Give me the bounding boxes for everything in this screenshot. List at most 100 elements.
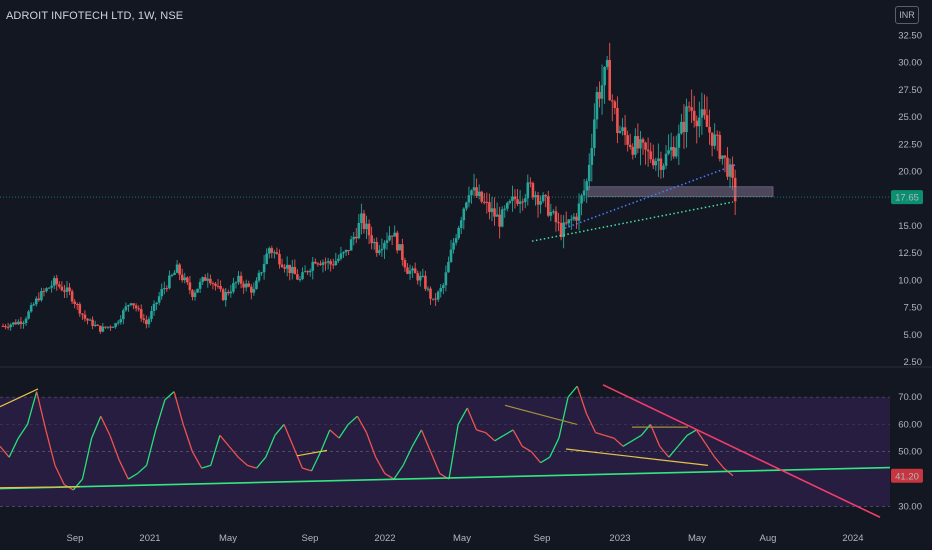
rsi-segment: [558, 396, 569, 439]
candle-body: [278, 253, 281, 265]
candle-body: [219, 285, 222, 290]
candle-body: [562, 222, 565, 238]
candle-body: [636, 136, 640, 149]
rsi-segment: [265, 435, 276, 458]
candle-body: [175, 264, 179, 273]
price-tick-label: 5.00: [904, 330, 923, 341]
candle-body: [298, 279, 302, 281]
candle-body: [390, 235, 394, 237]
time-axis-label: Sep: [67, 533, 84, 544]
candle-body: [232, 283, 235, 292]
rsi-segment: [310, 451, 322, 472]
candle-body: [667, 150, 670, 154]
time-axis-label: May: [219, 533, 237, 544]
rsi-segment: [329, 429, 340, 439]
rsi-segment: [365, 432, 377, 458]
rsi-tick-label: 30.00: [898, 501, 922, 512]
candle-body: [728, 164, 732, 177]
candle-body: [58, 284, 61, 287]
candle-body: [646, 149, 650, 152]
candle-body: [552, 211, 555, 213]
rsi-segment: [137, 464, 148, 475]
candle-body: [265, 253, 268, 264]
candle-body: [311, 261, 315, 271]
candle-body: [444, 272, 448, 286]
candle-body: [129, 303, 133, 306]
candle-body: [242, 283, 245, 288]
rsi-segment: [127, 473, 138, 480]
candle-body: [275, 252, 279, 254]
rsi-segment: [466, 407, 478, 431]
rsi-segment: [100, 415, 111, 436]
candle-body: [549, 211, 553, 216]
rsi-segment: [173, 391, 184, 425]
candle-body: [98, 325, 102, 332]
candle-body: [459, 220, 463, 228]
rsi-segment: [659, 445, 670, 458]
candle-body: [201, 277, 204, 282]
candle-body: [119, 319, 123, 323]
candle-body: [188, 282, 192, 291]
candle-body: [267, 248, 271, 254]
rsi-segment: [155, 399, 166, 431]
rsi-segment: [219, 434, 230, 447]
symbol-title[interactable]: ADROIT INFOTECH LTD, 1W, NSE: [6, 10, 184, 22]
candle-body: [431, 298, 435, 300]
candle-body: [378, 250, 381, 253]
candle-body: [293, 266, 297, 275]
candle-body: [206, 278, 210, 281]
price-tick-label: 7.50: [904, 303, 923, 314]
candle-body: [280, 264, 284, 268]
price-tick-label: 22.50: [898, 139, 922, 150]
price-tick-label: 32.50: [898, 30, 922, 41]
candle-body: [262, 263, 266, 273]
candle-body: [442, 285, 445, 289]
rsi-segment: [411, 429, 423, 447]
candle-body: [616, 108, 619, 133]
candle-body: [283, 267, 286, 269]
rsi-segment: [622, 440, 633, 447]
candle-body: [234, 282, 238, 284]
time-axis-label: 2024: [842, 533, 863, 544]
candle-body: [577, 203, 581, 221]
candle-body: [536, 195, 540, 205]
candle-body: [273, 252, 276, 254]
candle-body: [83, 314, 87, 319]
currency-label[interactable]: INR: [895, 6, 919, 24]
rsi-divergence-line: [0, 388, 39, 408]
candle-body: [22, 322, 25, 325]
time-axis-label: 2023: [609, 533, 630, 544]
candle-body: [485, 201, 489, 203]
candle-body: [237, 275, 240, 283]
candle-body: [226, 292, 230, 294]
price-tick-label: 2.50: [904, 357, 923, 368]
candle-body: [324, 262, 327, 264]
candle-body: [680, 121, 683, 134]
candle-body: [721, 155, 724, 159]
rsi-segment: [210, 435, 221, 466]
candle-body: [649, 151, 652, 160]
candle-body: [511, 196, 514, 202]
rsi-segment: [320, 429, 331, 452]
candle-body: [11, 322, 15, 325]
candle-body: [580, 195, 583, 204]
candle-body: [75, 304, 79, 306]
rsi-segment: [201, 464, 211, 469]
rsi-segment: [26, 391, 38, 425]
candle-body: [651, 159, 655, 166]
candle-body: [610, 100, 614, 102]
time-axis-label: Sep: [302, 533, 319, 544]
candle-body: [572, 216, 576, 220]
candle-body: [370, 235, 373, 244]
candle-body: [429, 288, 432, 299]
candle-body: [598, 92, 601, 99]
candle-body: [677, 133, 681, 148]
candle-body: [216, 285, 220, 287]
rsi-segment: [668, 445, 679, 458]
candle-body: [170, 274, 174, 276]
time-axis-label: 2022: [374, 533, 395, 544]
candle-body: [165, 288, 169, 290]
candle-body: [152, 303, 156, 312]
rsi-segment: [677, 434, 688, 447]
